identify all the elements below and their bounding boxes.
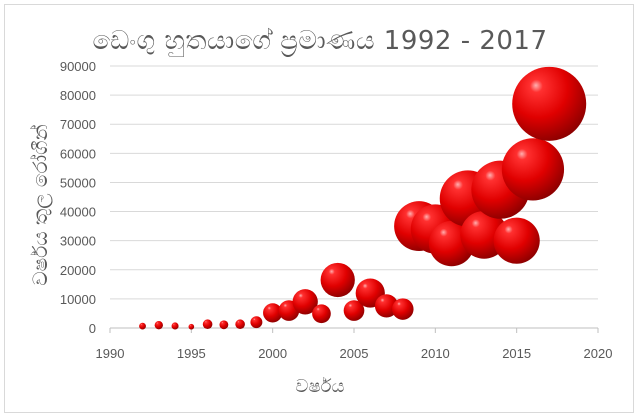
y-tick-label: 70000 [60,117,96,132]
chart-title: ඩෙංගු හුතයාගේ ප්‍රමාණය 1992 - 2017 [92,26,548,56]
bubble-point [320,262,355,298]
y-tick-label: 50000 [60,175,96,190]
bubble-point [312,304,331,324]
bubble-point [219,320,229,330]
bubble-point [235,319,245,330]
y-tick-label: 20000 [60,263,96,278]
bubble-point [188,323,195,330]
x-tick-label: 2015 [502,346,531,361]
bubble-point [154,320,163,330]
x-tick-label: 2005 [340,346,369,361]
x-tick-label: 2020 [584,346,613,361]
bubbles [139,66,587,330]
y-tick-label: 0 [89,321,96,336]
bubble-point [292,289,318,315]
bubble-point [493,217,540,264]
x-tick-label: 1990 [96,346,125,361]
bubble-point [501,138,565,201]
bubble-point [171,322,179,330]
bubble-point [392,298,414,320]
y-tick-label: 80000 [60,88,96,103]
x-axis-title: වර්ෂය [295,376,345,397]
y-tick-label: 10000 [60,292,96,307]
axes [109,327,599,333]
y-tick-label: 90000 [60,59,96,74]
x-tick-label: 2000 [258,346,287,361]
bubble-point [139,322,146,330]
bubble-point [202,319,213,330]
bubble-point [263,303,283,323]
y-tick-labels: 0 10000 20000 30000 40000 50000 60000 70000 8000… [60,59,96,336]
x-tick-label: 2010 [421,346,450,361]
x-tick-label: 1995 [177,346,206,361]
chart-area [4,4,634,413]
bubble-point [512,66,587,141]
y-tick-label: 30000 [60,234,96,249]
bubble-point [250,316,263,329]
bubble-point [343,300,365,321]
x-tick-labels: 1990 1995 2000 2005 2010 2015 2020 [96,346,613,361]
y-tick-label: 40000 [60,205,96,220]
y-tick-label: 60000 [60,146,96,161]
bubble-point [374,294,399,318]
